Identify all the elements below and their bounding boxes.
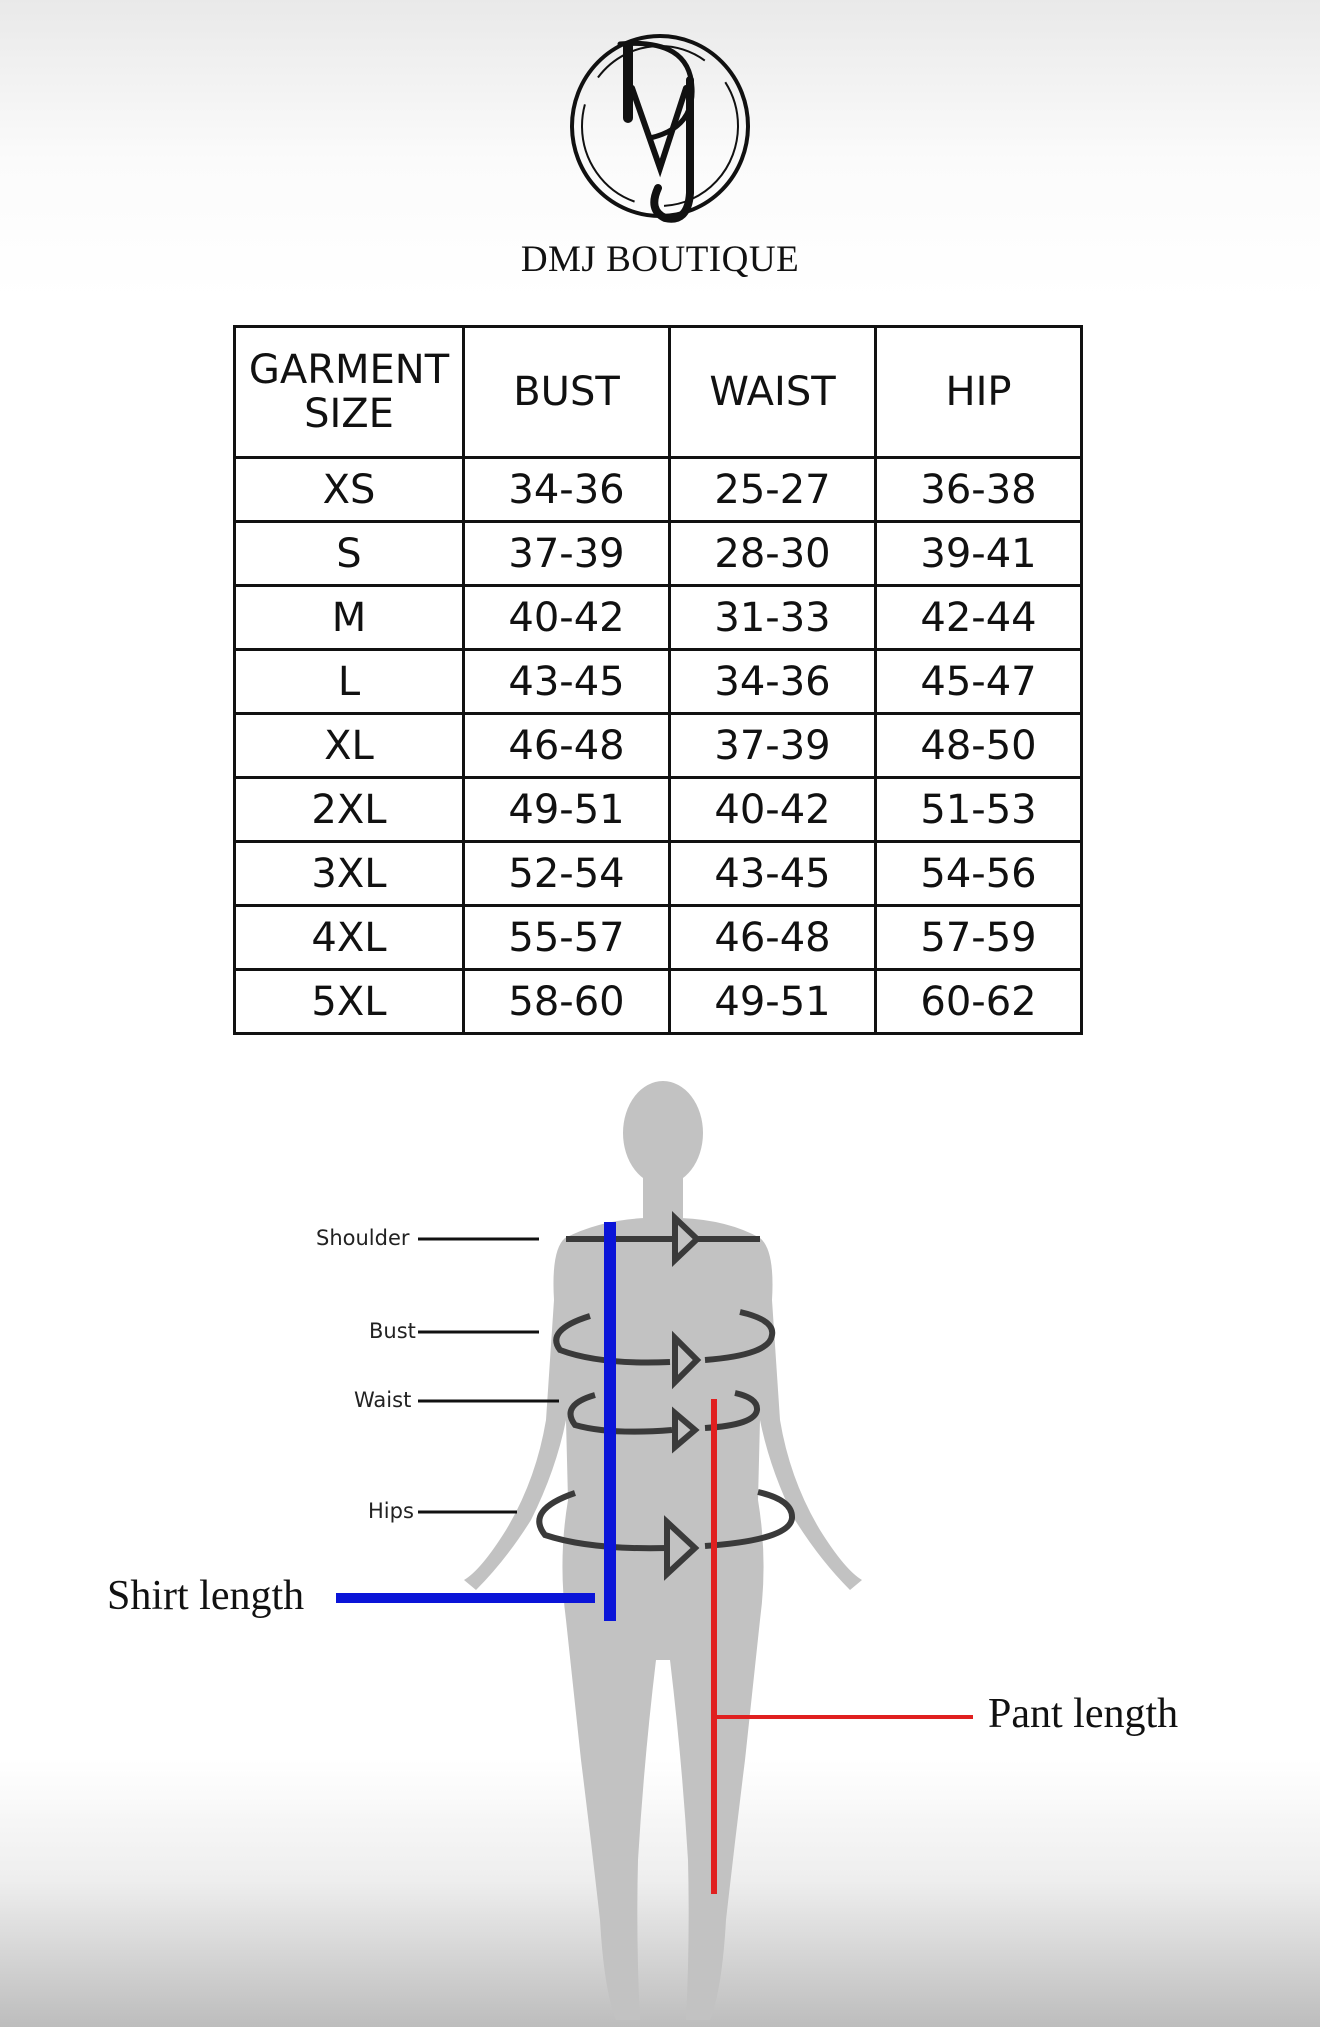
measurement-guides — [536, 1210, 795, 1581]
bust-cell: 37-39 — [462, 520, 671, 587]
waist-cell: 40-42 — [668, 776, 877, 843]
size-cell: L — [233, 648, 465, 715]
body-silhouette — [464, 1081, 862, 2020]
hip-cell: 36-38 — [874, 456, 1083, 523]
bust-cell: 55-57 — [462, 904, 671, 971]
bust-cell: 52-54 — [462, 840, 671, 907]
label-shirt-length: Shirt length — [107, 1573, 305, 1619]
hip-cell: 45-47 — [874, 648, 1083, 715]
bust-cell: 40-42 — [462, 584, 671, 651]
header-hip: HIP — [874, 325, 1083, 459]
header-garment-size: GARMENT SIZE — [233, 325, 465, 459]
size-cell: 2XL — [233, 776, 465, 843]
label-shoulder: Shoulder — [316, 1226, 410, 1250]
header-waist: WAIST — [668, 325, 877, 459]
label-hips: Hips — [368, 1499, 414, 1523]
size-cell: 5XL — [233, 968, 465, 1035]
shirt-length-line — [336, 1222, 616, 1621]
hip-cell: 48-50 — [874, 712, 1083, 779]
table-row: 3XL 52-54 43-45 54-56 — [233, 840, 1083, 907]
waist-cell: 28-30 — [668, 520, 877, 587]
table-row: 4XL 55-57 46-48 57-59 — [233, 904, 1083, 971]
header-bust: BUST — [462, 325, 671, 459]
bust-cell: 34-36 — [462, 456, 671, 523]
table-row: XS 34-36 25-27 36-38 — [233, 456, 1083, 523]
brand-name: DMJ BOUTIQUE — [520, 239, 800, 280]
table-row: L 43-45 34-36 45-47 — [233, 648, 1083, 715]
size-cell: S — [233, 520, 465, 587]
hip-cell: 60-62 — [874, 968, 1083, 1035]
hip-cell: 42-44 — [874, 584, 1083, 651]
bust-cell: 49-51 — [462, 776, 671, 843]
bust-cell: 46-48 — [462, 712, 671, 779]
dmj-logo — [570, 34, 750, 223]
label-waist: Waist — [354, 1388, 412, 1412]
hip-cell: 51-53 — [874, 776, 1083, 843]
label-leaders — [418, 1237, 559, 1514]
size-cell: M — [233, 584, 465, 651]
size-cell: XL — [233, 712, 465, 779]
waist-cell: 49-51 — [668, 968, 877, 1035]
waist-cell: 25-27 — [668, 456, 877, 523]
size-cell: XS — [233, 456, 465, 523]
table-row: 2XL 49-51 40-42 51-53 — [233, 776, 1083, 843]
table-row: 5XL 58-60 49-51 60-62 — [233, 968, 1083, 1035]
bust-cell: 58-60 — [462, 968, 671, 1035]
table-row: S 37-39 28-30 39-41 — [233, 520, 1083, 587]
pant-length-line — [711, 1399, 973, 1894]
table-row: XL 46-48 37-39 48-50 — [233, 712, 1083, 779]
waist-cell: 34-36 — [668, 648, 877, 715]
label-pant-length: Pant length — [988, 1691, 1179, 1737]
waist-cell: 43-45 — [668, 840, 877, 907]
label-bust: Bust — [369, 1319, 416, 1343]
waist-cell: 37-39 — [668, 712, 877, 779]
waist-cell: 46-48 — [668, 904, 877, 971]
hip-cell: 54-56 — [874, 840, 1083, 907]
table-row: M 40-42 31-33 42-44 — [233, 584, 1083, 651]
table-header-row: GARMENT SIZE BUST WAIST HIP — [233, 325, 1083, 459]
bust-cell: 43-45 — [462, 648, 671, 715]
size-chart-table: GARMENT SIZE BUST WAIST HIP XS 34-36 25-27… — [233, 325, 1083, 1035]
size-cell: 3XL — [233, 840, 465, 907]
hip-cell: 57-59 — [874, 904, 1083, 971]
waist-cell: 31-33 — [668, 584, 877, 651]
hip-cell: 39-41 — [874, 520, 1083, 587]
size-cell: 4XL — [233, 904, 465, 971]
